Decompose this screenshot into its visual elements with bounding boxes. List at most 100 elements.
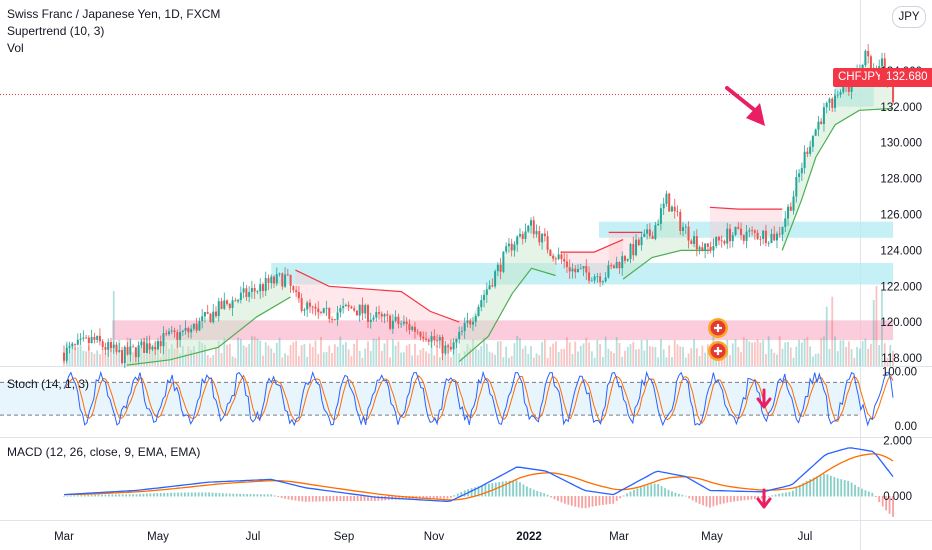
- volume-bar: [538, 355, 541, 366]
- candle-body: [836, 94, 839, 96]
- volume-bar: [157, 337, 159, 366]
- macd-histogram-bar: [142, 493, 145, 497]
- candle-body: [842, 83, 845, 93]
- volume-bar: [383, 343, 386, 366]
- volume-bar: [322, 352, 325, 366]
- volume-bar: [491, 352, 494, 366]
- supertrend-up: [622, 249, 710, 280]
- volume-bar: [607, 348, 610, 366]
- macd-label[interactable]: MACD (12, 26, close, 9, EMA, EMA): [7, 445, 201, 459]
- candle-body: [151, 347, 154, 350]
- candle-body: [286, 274, 289, 276]
- macd-histogram-bar: [570, 496, 573, 506]
- macd-histogram-bar: [87, 494, 90, 497]
- candle-body: [220, 301, 223, 309]
- macd-histogram-bar: [342, 496, 345, 502]
- candle-body: [93, 336, 96, 340]
- macd-histogram-bar: [667, 489, 670, 497]
- currency-button[interactable]: JPY: [892, 6, 926, 28]
- candle-body: [317, 308, 320, 313]
- volume-bar: [76, 346, 79, 366]
- volume-bar: [289, 344, 292, 366]
- candle-body: [488, 285, 491, 290]
- macd-histogram-bar: [460, 491, 463, 497]
- candle-body: [640, 237, 643, 246]
- candle-body: [228, 303, 231, 308]
- macd-histogram-bar: [501, 481, 504, 497]
- macd-histogram-bar: [481, 485, 483, 497]
- macd-histogram-bar: [152, 493, 155, 497]
- macd-histogram-bar: [823, 473, 825, 497]
- volume-bar: [104, 352, 107, 366]
- volume-bar: [499, 341, 502, 366]
- candle-body: [107, 342, 110, 350]
- candle-body: [670, 206, 673, 212]
- volume-bar: [604, 336, 607, 366]
- volume-bar: [212, 355, 215, 366]
- candle-body: [425, 338, 428, 340]
- price-tick-label: 130.000: [880, 138, 922, 150]
- macd-histogram-bar: [567, 496, 570, 505]
- volume-bar: [206, 355, 209, 366]
- stoch-tick-label: 0.00: [895, 421, 917, 433]
- volume-bar: [159, 357, 162, 366]
- macd-histogram-bar: [664, 488, 666, 497]
- volume-bar: [378, 336, 380, 366]
- event-markers[interactable]: [708, 318, 728, 361]
- volume-bar: [629, 344, 632, 366]
- macd-histogram-bar: [201, 492, 204, 497]
- supertrend-lines: [126, 107, 894, 366]
- symbol-title[interactable]: Swiss Franc / Japanese Yen, 1D, FXCM: [7, 7, 221, 21]
- volume-bar: [99, 354, 101, 366]
- candle-body: [314, 306, 317, 309]
- macd-histogram-bar: [291, 496, 293, 501]
- macd-histogram-bar: [577, 496, 580, 508]
- volume-bar: [386, 339, 389, 366]
- supertrend-label[interactable]: Supertrend (10, 3): [7, 24, 105, 38]
- time-tick-label: Jul: [246, 531, 261, 543]
- volume-bar: [184, 353, 187, 366]
- candle-body: [353, 308, 356, 311]
- candle-body: [814, 129, 817, 136]
- stoch-label[interactable]: Stoch (14, 1, 3): [7, 377, 90, 391]
- candle-body: [687, 226, 690, 241]
- macd-histogram-bar: [405, 496, 407, 500]
- volume-bar: [168, 349, 170, 366]
- candle-body: [474, 316, 477, 322]
- candle-body: [798, 173, 801, 178]
- candle-body: [471, 321, 474, 325]
- volume-bar: [93, 353, 96, 366]
- macd-pane: [63, 447, 894, 517]
- supertrend-up: [458, 267, 556, 363]
- volume-bar: [344, 342, 347, 366]
- candle-body: [333, 319, 336, 321]
- legend-macd: MACD (12, 26, close, 9, EMA, EMA): [7, 444, 200, 461]
- stoch-k-line: [63, 370, 894, 427]
- candle-body: [693, 236, 696, 244]
- volume-bar: [842, 340, 845, 366]
- volume-bar: [756, 339, 759, 366]
- volume-bar: [784, 342, 787, 366]
- candle-body: [284, 274, 287, 287]
- macd-histogram-bar: [871, 492, 874, 497]
- candle-body: [289, 274, 292, 287]
- macd-histogram-bar: [273, 495, 276, 497]
- macd-histogram-bar: [232, 493, 235, 497]
- macd-histogram-bar: [159, 493, 162, 497]
- macd-histogram-bar: [553, 496, 556, 500]
- time-tick-label: 2022: [516, 531, 542, 543]
- volume-bar: [698, 355, 701, 366]
- candle-body: [803, 151, 806, 169]
- candle-body: [405, 321, 408, 325]
- candle-body: [637, 239, 640, 246]
- macd-histogram-bar: [508, 480, 511, 497]
- vol-label[interactable]: Vol: [7, 41, 24, 55]
- macd-histogram-bar: [726, 496, 729, 503]
- volume-bar: [660, 339, 662, 366]
- macd-histogram-bar: [785, 492, 787, 497]
- macd-histogram-bar: [684, 495, 687, 497]
- volume-bar: [226, 344, 228, 366]
- candle-body: [618, 262, 621, 269]
- volume-bar: [248, 344, 251, 366]
